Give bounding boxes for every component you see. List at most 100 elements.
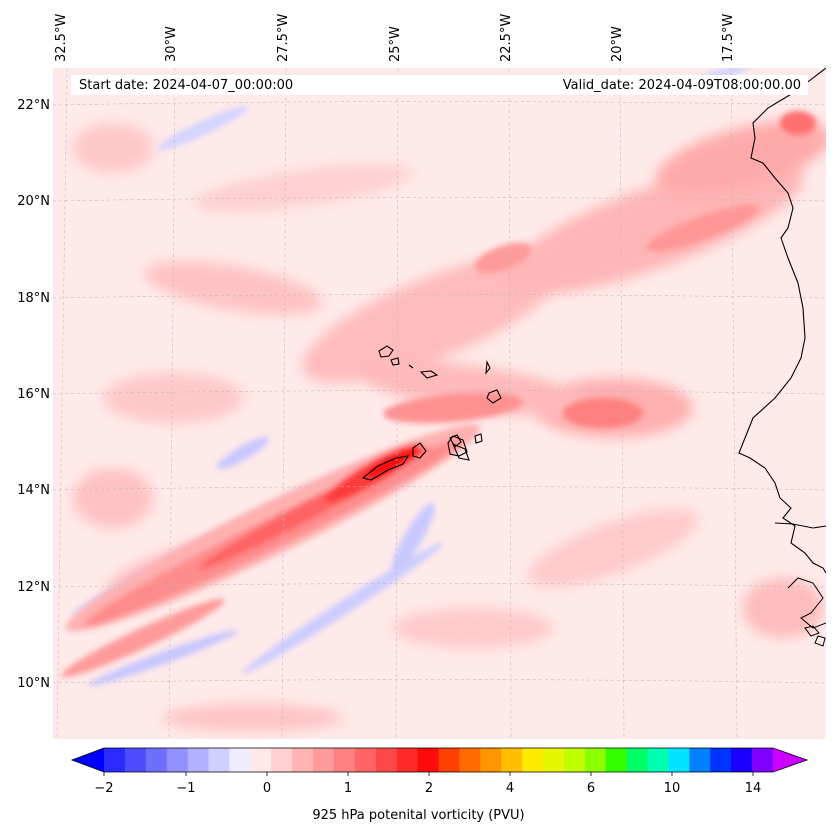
- valid-date-label: Valid_date: 2024-04-09T08:00:00.00: [562, 78, 801, 93]
- colorbar-tick-label: 10: [663, 781, 681, 796]
- parallel: [53, 583, 826, 588]
- colorbar-tick-label: 4: [505, 781, 515, 796]
- pv-negative-streak: [216, 436, 270, 470]
- island-santo-antao: [378, 345, 394, 358]
- start-date-label: Start date: 2024-04-07_00:00:00: [79, 78, 294, 93]
- lat-label-10n: 10°N: [17, 676, 50, 691]
- island-small: [474, 433, 483, 444]
- pv-negative-streak: [157, 105, 249, 151]
- lon-label-30w: 30°W: [164, 26, 179, 62]
- colorbar-tick-label: −1: [176, 781, 196, 796]
- lon-label-22-5w: 22.5°W: [499, 13, 514, 62]
- colorbar-tick-label: 6: [586, 781, 596, 796]
- pv-patch: [73, 123, 153, 173]
- colorbar-swatch: [710, 748, 732, 772]
- colorbar-swatch: [375, 748, 398, 772]
- pv-patch: [103, 373, 243, 423]
- date-info-box: [71, 75, 808, 95]
- colorbar-swatch: [752, 748, 774, 772]
- colorbar-swatch: [731, 748, 753, 772]
- colorbar-swatch: [501, 748, 523, 772]
- lat-label-12n: 12°N: [17, 580, 50, 595]
- colorbar-tick-label: 2: [424, 781, 434, 796]
- parallel: [53, 390, 826, 395]
- colorbar-over-arrow: [773, 748, 807, 772]
- meridian: [508, 68, 512, 739]
- island-fogo: [412, 442, 427, 459]
- pv-patch: [163, 704, 343, 732]
- bissagos-islands: [804, 625, 826, 647]
- lon-label-25w: 25°W: [388, 26, 403, 62]
- colorbar-tick-label: 1: [343, 781, 353, 796]
- pv-patch-strong: [563, 398, 643, 428]
- colorbar-swatch: [647, 748, 669, 772]
- pv-patch: [144, 261, 322, 315]
- pv-patch: [655, 120, 826, 196]
- pv-patch-strong: [474, 242, 532, 274]
- map-panel: [53, 68, 826, 739]
- colorbar-swatch: [145, 748, 168, 772]
- meridian: [168, 68, 176, 739]
- island-sao-nicolau: [419, 370, 439, 379]
- colorbar-swatch: [605, 748, 628, 772]
- colorbar-under-arrow: [72, 748, 104, 772]
- colorbar-swatch: [438, 748, 460, 772]
- graticule: [53, 68, 826, 739]
- lon-label-20w: 20°W: [610, 26, 625, 62]
- cabo-verde-islands: [361, 345, 502, 481]
- island-sal: [485, 360, 491, 375]
- meridian: [395, 68, 399, 739]
- island-santiago-outline: [361, 455, 410, 481]
- pv-patch: [743, 578, 823, 638]
- pv-patch: [527, 509, 699, 587]
- lat-label-16n: 16°N: [17, 387, 50, 402]
- pv-patch: [194, 164, 412, 212]
- colorbar-swatch: [668, 748, 690, 772]
- colorbar-swatch: [229, 748, 251, 772]
- pv-patch: [393, 608, 553, 648]
- colorbar-swatch: [250, 748, 272, 772]
- colorbar-swatch: [208, 748, 230, 772]
- lon-label-32-5w: 32.5°W: [54, 13, 69, 62]
- colorbar-swatch: [522, 748, 544, 772]
- colorbar-tick-label: 14: [744, 781, 762, 796]
- colorbar-swatch: [124, 748, 147, 772]
- lat-label-14n: 14°N: [17, 483, 50, 498]
- parallel: [53, 294, 826, 299]
- gambia-river-outline: [774, 522, 826, 529]
- island-maio-south: [451, 442, 470, 461]
- colorbar-swatch: [354, 748, 377, 772]
- colorbar-swatch: [187, 748, 210, 772]
- meridian: [56, 68, 68, 739]
- colorbar-swatch: [333, 748, 356, 772]
- pv-negative-streak: [87, 630, 239, 686]
- colorbar-swatch: [104, 748, 126, 772]
- colorbar-swatch: [689, 748, 711, 772]
- pv-filament-band: [61, 598, 225, 678]
- lat-label-22n: 22°N: [17, 98, 50, 113]
- pv-patch: [302, 253, 564, 383]
- pv-negative-streak: [242, 542, 444, 674]
- colorbar-swatch: [292, 748, 314, 772]
- pv-field-map: [53, 68, 826, 739]
- colorbar-swatch: [584, 748, 607, 772]
- colorbar: [70, 747, 809, 776]
- lat-label-20n: 20°N: [17, 194, 50, 209]
- colorbar-swatch: [480, 748, 502, 772]
- island-sao-vicente: [390, 357, 400, 366]
- lon-label-27-5w: 27.5°W: [276, 13, 291, 62]
- colorbar-swatch: [626, 748, 649, 772]
- colorbar-swatch: [166, 748, 189, 772]
- african-coastline: [738, 68, 826, 574]
- parallel: [53, 486, 826, 491]
- pv-patch: [73, 468, 153, 528]
- colorbar-swatch: [459, 748, 481, 772]
- pv-filament-band: [383, 392, 523, 424]
- pv-patch: [502, 161, 804, 295]
- island-santa-luzia: [408, 364, 414, 369]
- colorbar-swatch: [543, 748, 565, 772]
- pv-patch: [354, 360, 592, 416]
- parallel: [53, 197, 826, 202]
- meridian: [281, 68, 287, 739]
- colorbar-tick-label: 0: [262, 781, 272, 796]
